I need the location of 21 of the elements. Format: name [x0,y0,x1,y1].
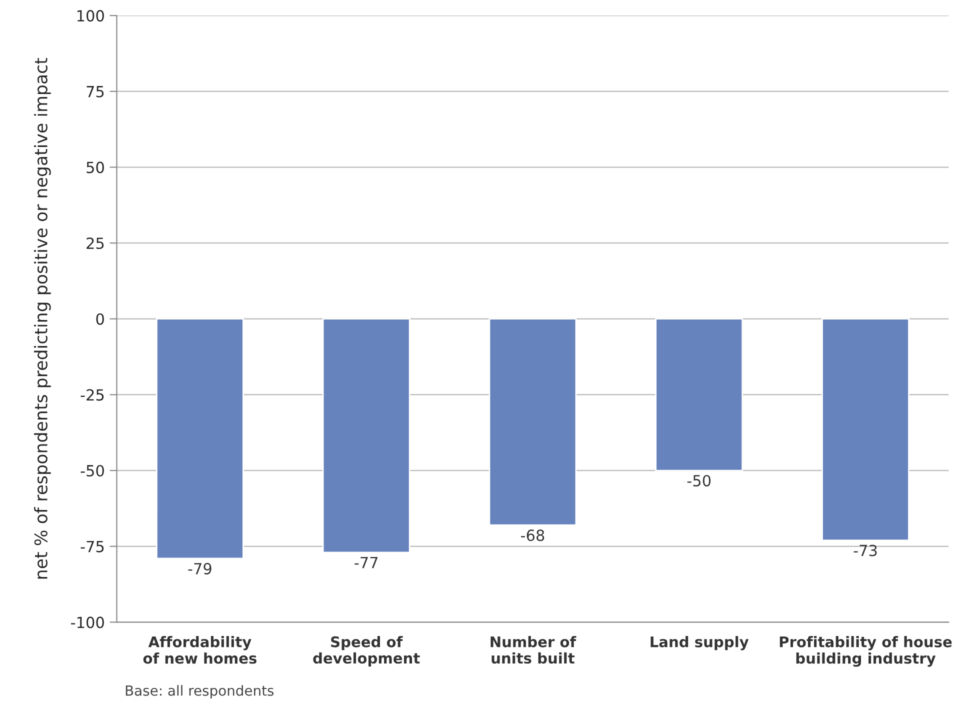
x-tick-label: Profitability of house building industry [780,636,952,667]
y-tick-label: -50 [80,464,104,477]
y-tick-label: -25 [80,389,104,401]
data-label: -73 [854,544,877,556]
y-tick-label: 0 [96,313,104,325]
y-tick-label: -100 [71,616,104,628]
data-label: -79 [188,562,212,574]
x-tick-label: Land supply [650,636,749,650]
y-axis-title: net % of respondents predicting positive or negative impact [34,58,51,579]
y-tick-label: 50 [86,162,104,174]
text: Base: all respondents [126,685,274,699]
data-label: -50 [687,474,711,486]
y-tick-label: 75 [86,86,104,98]
y-tick-label: 100 [77,10,104,22]
y-tick-label: 25 [86,237,104,250]
x-tick-label: Affordability of new homes [143,636,256,664]
y-tick-label: -75 [80,541,104,552]
data-label: -68 [520,530,544,542]
data-label: -77 [354,557,378,568]
x-tick-label: Speed of development [313,636,420,666]
x-tick-label: Number of units built [490,636,576,664]
